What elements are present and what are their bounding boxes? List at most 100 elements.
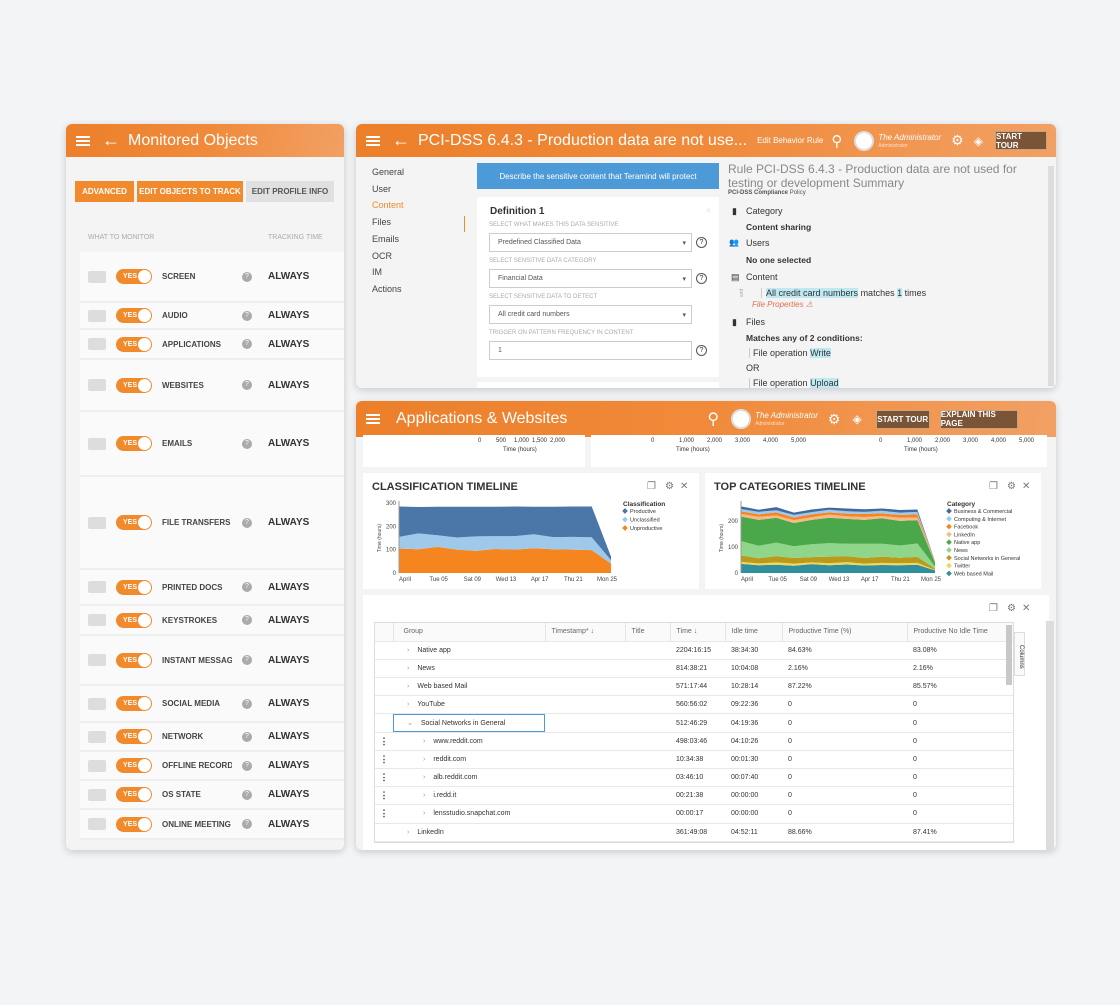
gear-icon[interactable]: ⚙ [665,481,674,492]
table-row[interactable]: › YouTube 560:56:02 09:22:36 0 0 [375,695,1013,715]
yes-toggle[interactable]: YES [116,758,152,773]
chevron-right-icon[interactable]: › [423,810,426,818]
yes-toggle[interactable]: YES [116,269,152,284]
table-row[interactable]: ⋮ › i.redd.it 00:21:38 00:00:00 0 0 [375,786,1013,806]
chevron-down-icon[interactable]: ⌄ [407,720,413,728]
yes-toggle[interactable]: YES [116,612,152,628]
field-input[interactable]: Predefined Classified Data ▾ [489,233,692,252]
row-menu-icon[interactable] [375,713,393,733]
yes-toggle[interactable]: YES [116,816,152,832]
row-menu-icon[interactable]: ⋮ [375,786,393,806]
help-icon[interactable]: ? [242,339,252,349]
close-icon[interactable]: × [706,206,711,215]
page-scrollbar[interactable] [1046,621,1054,850]
legend-entry[interactable]: Native app [954,540,980,546]
tracking-time[interactable]: ALWAYS [268,654,310,666]
legend-entry[interactable]: LinkedIn [954,532,975,538]
close-icon[interactable]: ✕ [1022,481,1031,492]
tracking-time[interactable]: ALWAYS [268,698,310,709]
start-tour-button[interactable]: START TOUR [994,131,1047,150]
nav-ocr[interactable]: OCR [372,250,392,261]
scrollbar[interactable] [1048,166,1054,386]
chevron-right-icon[interactable]: › [407,828,410,836]
back-arrow-icon[interactable]: ← [392,130,410,150]
tracking-time[interactable]: ALWAYS [268,818,310,830]
legend-entry[interactable]: Web based Mail [954,571,993,577]
row-menu-icon[interactable]: ⋮ [375,732,393,751]
table-row[interactable]: ⋮ › www.reddit.com 498:03:46 04:10:26 0 0 [375,732,1013,751]
table-row[interactable]: ⋮ › alb.reddit.com 03:46:10 00:07:40 0 0 [375,768,1013,788]
gear-icon[interactable]: ⚙ [827,410,841,427]
tracking-time[interactable]: ALWAYS [268,517,310,528]
help-icon[interactable]: ? [242,271,252,282]
help-icon[interactable]: ? [242,517,252,528]
row-menu-icon[interactable] [375,659,393,679]
row-menu-icon[interactable] [375,641,393,660]
yes-toggle[interactable]: YES [116,436,152,451]
row-menu-icon[interactable] [375,677,393,697]
tracking-time[interactable]: ALWAYS [268,614,310,626]
table-row[interactable]: ⋮ › reddit.com 10:34:38 00:01:30 0 0 [375,750,1013,770]
nav-user[interactable]: User [372,183,392,194]
legend-entry[interactable]: Productive [630,509,656,515]
nav-actions[interactable]: Actions [372,283,402,294]
edit-objects-button[interactable]: EDIT OBJECTS TO TRACK [137,181,243,202]
search-icon[interactable]: ⚲ [707,411,720,428]
help-icon[interactable]: ? [696,345,707,356]
copy-icon[interactable]: ❐ [989,481,998,492]
tracking-time[interactable]: ALWAYS [268,760,310,771]
chevron-right-icon[interactable]: › [423,755,426,763]
menu-icon[interactable] [76,135,90,146]
legend-entry[interactable]: Unclassified [630,518,660,524]
table-row[interactable]: ⋮ › lensstudio.snapchat.com 00:00:17 00:00:0… [375,804,1013,824]
avatar[interactable] [731,409,752,429]
tracking-time[interactable]: ALWAYS [268,338,310,350]
row-menu-icon[interactable]: ⋮ [375,750,393,770]
edit-profile-button[interactable]: EDIT PROFILE INFO [246,181,334,202]
advanced-button[interactable]: ADVANCED [75,181,134,202]
yes-toggle[interactable]: YES [116,336,152,352]
alert-icon[interactable]: ◈ [973,133,983,148]
legend-entry[interactable]: News [954,548,968,554]
row-menu-icon[interactable]: ⋮ [375,768,393,788]
row-menu-icon[interactable]: ⋮ [375,804,393,824]
help-icon[interactable]: ? [696,273,707,284]
chevron-right-icon[interactable]: › [407,664,410,672]
column-header[interactable]: Productive Time (%) [782,623,908,642]
close-icon[interactable]: ✕ [680,481,689,492]
tracking-time[interactable]: ALWAYS [268,789,310,800]
table-row[interactable]: › Native app 2204:16:15 38:34:30 84.63% 83.08… [375,641,1013,660]
tracking-time[interactable]: ALWAYS [268,379,310,391]
help-icon[interactable]: ? [242,655,252,665]
legend-entry[interactable]: Unproductive [630,526,662,532]
file-properties-link[interactable]: File Properties ⚠ [752,300,813,309]
yes-toggle[interactable]: YES [116,787,152,802]
tracking-time[interactable]: ALWAYS [268,310,310,321]
copy-icon[interactable]: ❐ [647,481,656,492]
help-icon[interactable]: ? [696,237,707,248]
back-arrow-icon[interactable]: ← [102,130,120,150]
chevron-right-icon[interactable]: › [423,737,426,745]
yes-toggle[interactable]: YES [116,729,152,744]
help-icon[interactable]: ? [242,438,252,449]
close-icon[interactable]: ✕ [1022,603,1031,614]
yes-toggle[interactable]: YES [116,377,152,393]
legend-entry[interactable]: Social Networks in General [954,556,1020,562]
help-icon[interactable]: ? [242,731,252,742]
nav-files[interactable]: Files [372,217,392,228]
nav-content[interactable]: Content [372,200,404,211]
row-menu-icon[interactable] [375,695,393,715]
yes-toggle[interactable]: YES [116,579,152,595]
columns-tab[interactable]: Columns [1014,632,1025,676]
tracking-time[interactable]: ALWAYS [268,731,310,742]
yes-toggle[interactable]: YES [116,515,152,530]
help-icon[interactable]: ? [242,819,252,829]
legend-entry[interactable]: Business & Commercial [954,509,1012,515]
menu-icon[interactable] [366,414,380,424]
help-icon[interactable]: ? [242,582,252,592]
help-icon[interactable]: ? [242,380,252,390]
help-icon[interactable]: ? [242,698,252,709]
column-header[interactable]: Group [393,623,546,642]
chevron-right-icon[interactable]: › [407,683,410,691]
legend-entry[interactable]: Computing & Internet [954,517,1006,523]
